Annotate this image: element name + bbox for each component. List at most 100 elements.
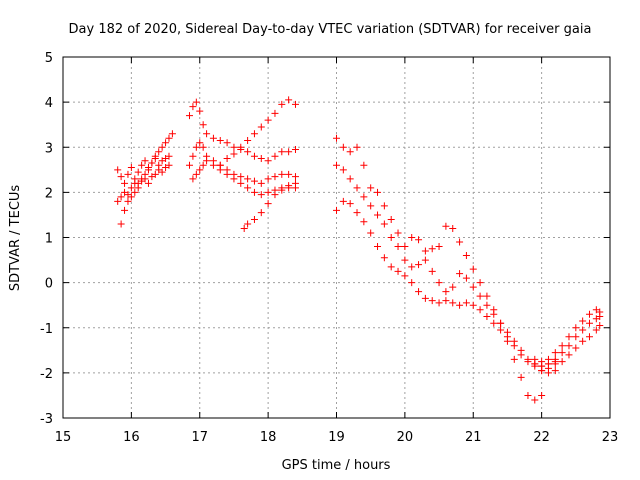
data-point: [421, 294, 429, 302]
data-point: [333, 161, 340, 169]
data-point: [114, 166, 122, 174]
data-point: [524, 358, 532, 366]
data-point: [558, 358, 566, 366]
data-point: [264, 157, 272, 165]
data-point: [117, 220, 125, 228]
data-point: [449, 299, 457, 307]
data-point: [285, 148, 293, 156]
data-point: [155, 148, 163, 156]
data-point: [244, 175, 252, 183]
data-point: [134, 168, 142, 176]
data-point: [121, 206, 129, 214]
data-point: [264, 200, 272, 208]
data-point: [428, 267, 436, 275]
data-point: [579, 317, 587, 325]
data-point: [250, 188, 258, 196]
data-point: [579, 326, 587, 334]
data-point: [291, 146, 299, 154]
data-point: [579, 337, 587, 345]
data-point: [476, 306, 484, 314]
data-point: [185, 161, 193, 169]
data-point: [596, 321, 604, 329]
data-point: [401, 243, 409, 251]
data-point: [544, 364, 552, 372]
data-point: [380, 202, 388, 210]
series-pass-l: [531, 306, 604, 366]
data-point: [244, 220, 252, 228]
series-pass-i: [333, 134, 546, 404]
x-axis-title: GPS time / hours: [282, 458, 391, 473]
data-point: [421, 247, 429, 255]
data-point: [124, 170, 132, 178]
data-point: [462, 274, 470, 282]
data-point: [374, 188, 382, 196]
data-point: [497, 326, 505, 334]
data-point: [199, 161, 207, 169]
data-point: [257, 155, 265, 163]
data-point: [490, 319, 498, 327]
data-point: [192, 98, 200, 106]
data-point: [165, 152, 173, 160]
data-point: [415, 261, 423, 269]
data-point: [144, 164, 152, 172]
data-point: [209, 161, 217, 169]
data-point: [572, 324, 580, 332]
data-point: [415, 236, 423, 244]
data-point: [558, 349, 566, 357]
data-point: [572, 344, 580, 352]
data-point: [257, 179, 265, 187]
data-point: [151, 170, 159, 178]
data-point: [244, 184, 252, 192]
data-point: [428, 297, 436, 305]
data-point: [346, 200, 354, 208]
data-point: [401, 272, 409, 280]
data-point: [148, 159, 156, 167]
data-point: [165, 161, 173, 169]
data-point: [435, 299, 443, 307]
data-point: [291, 184, 299, 192]
data-point: [380, 220, 388, 228]
y-tick-label: -3: [40, 412, 53, 427]
data-point: [558, 342, 566, 350]
data-point: [483, 312, 491, 320]
x-tick-label: 19: [328, 430, 345, 445]
data-point: [144, 179, 152, 187]
data-point: [278, 170, 286, 178]
data-point: [394, 243, 402, 251]
data-point: [124, 197, 132, 205]
data-point: [497, 319, 505, 327]
series-pass-d: [185, 98, 299, 165]
data-point: [367, 229, 375, 237]
x-tick-label: 20: [397, 430, 414, 445]
data-point: [216, 136, 224, 144]
data-point: [192, 170, 200, 178]
data-point: [596, 312, 604, 320]
data-point: [428, 245, 436, 253]
data-point: [162, 139, 170, 147]
data-point: [367, 184, 375, 192]
y-tick-label: -2: [40, 367, 53, 382]
data-point: [216, 161, 224, 169]
data-point: [360, 193, 368, 201]
data-point: [124, 191, 132, 199]
data-point: [151, 155, 159, 163]
data-point: [353, 143, 361, 151]
data-point: [408, 234, 416, 241]
data-point: [476, 292, 484, 300]
data-point: [134, 184, 142, 192]
data-point: [339, 143, 347, 151]
data-point: [517, 373, 525, 381]
data-point: [291, 173, 299, 181]
data-point: [503, 333, 511, 341]
data-point: [240, 224, 248, 232]
data-point: [346, 148, 354, 156]
series-pass-h: [216, 96, 299, 169]
axis-ticks: [62, 56, 611, 419]
y-axis-tick-labels: -3 -2 -1 0 1 2 3 4 5: [40, 51, 53, 427]
x-tick-label: 23: [602, 430, 619, 445]
data-point: [572, 333, 580, 341]
data-point: [510, 355, 518, 363]
data-point: [291, 100, 299, 108]
x-tick-label: 15: [55, 430, 72, 445]
